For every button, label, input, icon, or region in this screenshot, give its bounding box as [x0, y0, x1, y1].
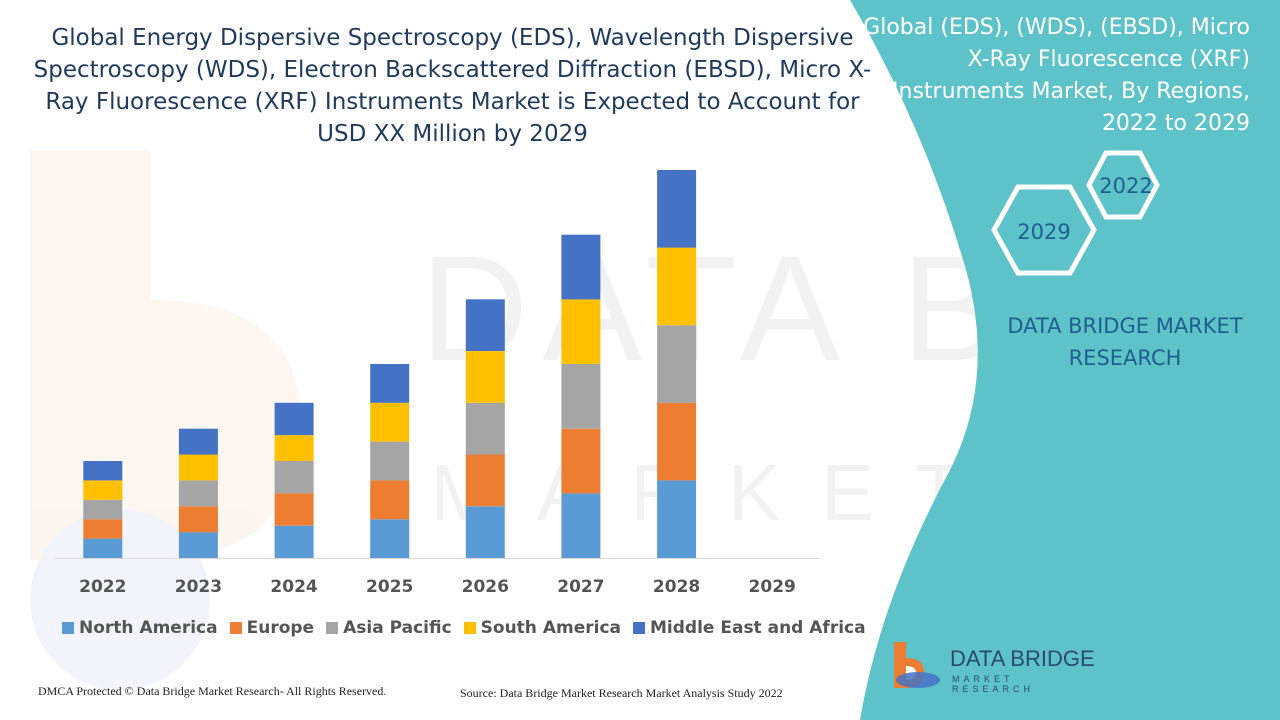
bar-segment-2022-middle-east-and-africa: [83, 461, 123, 481]
bar-segment-2022-north-america: [83, 538, 123, 558]
bar-segment-2027-europe: [561, 428, 601, 494]
x-tick-label: 2027: [557, 577, 604, 597]
legend-label: Europe: [246, 618, 315, 638]
legend-item-middle-east-africa: Middle East and Africa: [633, 618, 866, 638]
bar-segment-2024-south-america: [274, 435, 314, 461]
bar-segment-2023-north-america: [178, 532, 218, 558]
legend-swatch: [463, 622, 476, 634]
legend-item-north-america: North America: [62, 618, 218, 638]
bar-segment-2025-europe: [370, 480, 410, 520]
legend-swatch: [229, 622, 242, 634]
x-tick-label: 2022: [79, 577, 126, 597]
bar-segment-2025-north-america: [370, 519, 410, 558]
bar-segment-2023-middle-east-and-africa: [178, 428, 218, 455]
year-hexagons: 2022 2029: [991, 150, 1160, 276]
bar-segment-2026-middle-east-and-africa: [465, 299, 505, 351]
x-tick-label: 2026: [462, 577, 509, 597]
bar-segment-2027-asia-pacific: [561, 364, 601, 429]
chart-title: Global Energy Dispersive Spectroscopy (E…: [33, 25, 872, 147]
bar-segment-2027-middle-east-and-africa: [561, 234, 601, 300]
bar-segment-2026-asia-pacific: [465, 402, 505, 455]
brand-text: DATA BRIDGE MARKET RESEARCH: [1007, 314, 1243, 370]
bar-segment-2028-europe: [657, 402, 697, 481]
legend-label: Middle East and Africa: [650, 618, 866, 638]
copyright-notice: DMCA Protected © Data Bridge Market Rese…: [38, 684, 387, 698]
x-tick-label: 2023: [175, 577, 222, 597]
legend-item-south-america: South America: [463, 618, 621, 638]
bar-segment-2028-north-america: [657, 480, 697, 558]
hexagon-start-year-label: 2022: [1099, 174, 1152, 198]
x-tick-label: 2028: [653, 577, 700, 597]
company-logo[interactable]: DATA BRIDGE MARKET RESEARCH: [890, 640, 1100, 694]
hexagon-start-year: [1086, 150, 1160, 220]
bar-segment-2028-middle-east-and-africa: [657, 170, 697, 248]
bar-segment-2023-europe: [178, 506, 218, 533]
bar-segment-2024-north-america: [274, 525, 314, 558]
bar-segment-2025-south-america: [370, 402, 410, 442]
x-tick-label: 2025: [366, 577, 413, 597]
bar-segment-2023-asia-pacific: [178, 480, 218, 507]
chart-legend: North America Europe Asia Pacific South …: [62, 616, 866, 640]
bar-segment-2022-asia-pacific: [83, 499, 123, 520]
bar-segment-2022-europe: [83, 519, 123, 539]
legend-label: South America: [480, 618, 621, 638]
bar-segment-2025-middle-east-and-africa: [370, 364, 410, 403]
legend-swatch: [633, 622, 645, 634]
legend-item-europe: Europe: [229, 618, 315, 638]
bar-segment-2026-north-america: [465, 506, 505, 558]
legend-item-asia-pacific: Asia Pacific: [326, 618, 452, 638]
bar-segment-2028-asia-pacific: [657, 325, 697, 403]
bar-segment-2027-north-america: [561, 493, 601, 558]
legend-label: Asia Pacific: [343, 618, 452, 638]
legend-swatch: [326, 622, 339, 634]
x-tick-label: 2029: [749, 577, 796, 597]
logo-mark-icon: [894, 642, 940, 688]
x-tick-label: 2024: [270, 577, 317, 597]
bar-segment-2025-asia-pacific: [370, 441, 410, 481]
bar-segment-2022-south-america: [83, 480, 123, 500]
bar-segment-2024-middle-east-and-africa: [274, 402, 314, 436]
bar-segment-2024-europe: [274, 493, 314, 526]
bar-segment-2026-europe: [465, 454, 505, 507]
legend-label: North America: [79, 618, 218, 638]
bar-segment-2027-south-america: [561, 299, 601, 364]
hexagon-end-year-label: 2029: [1017, 220, 1070, 244]
bar-segment-2023-south-america: [178, 454, 218, 481]
legend-swatch: [62, 622, 74, 634]
hexagon-end-year: [991, 184, 1097, 276]
side-panel-title: Global (EDS), (WDS), (EBSD), Micro X-Ray…: [863, 15, 1250, 136]
logo-name: DATA BRIDGE: [950, 646, 1095, 671]
bar-segment-2024-asia-pacific: [274, 461, 314, 494]
logo-subtitle: MARKET RESEARCH: [952, 674, 1035, 694]
bar-segment-2028-south-america: [657, 247, 697, 326]
source-note: Source: Data Bridge Market Research Mark…: [460, 686, 783, 700]
stacked-bar-chart: 2022 2023 2024 2025 2026 2027 2028 2029: [55, 170, 820, 597]
bar-segment-2026-south-america: [465, 351, 505, 403]
